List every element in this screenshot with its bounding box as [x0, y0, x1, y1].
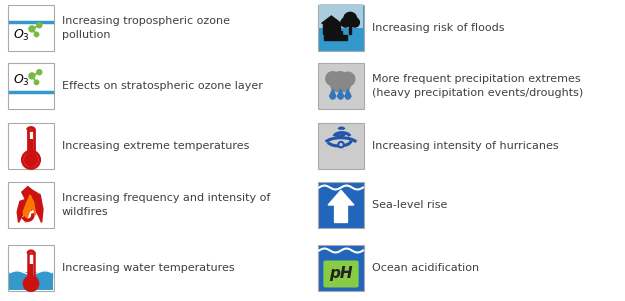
Circle shape: [344, 12, 357, 25]
Text: Increasing risk of floods: Increasing risk of floods: [372, 23, 504, 33]
Circle shape: [326, 72, 339, 85]
Bar: [318, 5, 364, 51]
Bar: [29, 264, 33, 279]
Circle shape: [37, 23, 42, 28]
FancyBboxPatch shape: [323, 260, 359, 287]
Circle shape: [338, 142, 344, 147]
Polygon shape: [338, 89, 344, 97]
Circle shape: [331, 79, 343, 92]
Circle shape: [341, 72, 355, 86]
Bar: [318, 63, 364, 109]
Bar: [349, 25, 351, 33]
Bar: [29, 139, 33, 155]
Polygon shape: [328, 190, 354, 222]
Bar: [8, 123, 54, 169]
Circle shape: [338, 79, 350, 92]
Polygon shape: [329, 89, 336, 97]
Circle shape: [25, 154, 37, 166]
Bar: [8, 245, 54, 291]
Circle shape: [34, 80, 39, 85]
Circle shape: [37, 70, 42, 75]
Circle shape: [344, 93, 351, 100]
Text: Effects on stratospheric ozone layer: Effects on stratospheric ozone layer: [62, 81, 263, 91]
Bar: [8, 182, 54, 228]
Text: $O_3$: $O_3$: [12, 28, 29, 43]
Text: More frequent precipitation extremes
(heavy precipitation events/droughts): More frequent precipitation extremes (he…: [372, 74, 583, 98]
Text: Sea-level rise: Sea-level rise: [372, 200, 448, 210]
Text: Increasing tropospheric ozone
pollution: Increasing tropospheric ozone pollution: [62, 16, 230, 40]
Text: pH: pH: [329, 266, 352, 281]
Text: Increasing intensity of hurricanes: Increasing intensity of hurricanes: [372, 141, 559, 151]
Circle shape: [329, 93, 336, 100]
Bar: [8, 5, 54, 51]
Circle shape: [29, 73, 35, 79]
Bar: [8, 63, 54, 109]
Bar: [318, 123, 364, 169]
Circle shape: [29, 26, 35, 32]
Text: Increasing extreme temperatures: Increasing extreme temperatures: [62, 141, 249, 151]
Circle shape: [338, 93, 344, 100]
Polygon shape: [18, 187, 43, 222]
Circle shape: [34, 32, 39, 37]
Polygon shape: [322, 16, 341, 23]
Bar: [328, 31, 342, 35]
Bar: [318, 182, 364, 228]
Bar: [318, 245, 364, 291]
Bar: [319, 4, 363, 28]
Circle shape: [26, 279, 36, 289]
Text: Ocean acidification: Ocean acidification: [372, 263, 479, 273]
Bar: [28, 130, 34, 155]
Circle shape: [350, 18, 359, 27]
Polygon shape: [23, 195, 36, 222]
Text: Increasing frequency and intensity of
wildfires: Increasing frequency and intensity of wi…: [62, 194, 271, 217]
Circle shape: [341, 18, 350, 27]
Text: $O_3$: $O_3$: [12, 73, 29, 88]
Bar: [322, 23, 340, 33]
Bar: [324, 35, 348, 40]
Bar: [330, 81, 350, 85]
Text: Increasing water temperatures: Increasing water temperatures: [62, 263, 234, 273]
Bar: [9, 272, 53, 290]
Polygon shape: [344, 89, 351, 97]
Bar: [28, 253, 34, 279]
Circle shape: [331, 72, 350, 91]
